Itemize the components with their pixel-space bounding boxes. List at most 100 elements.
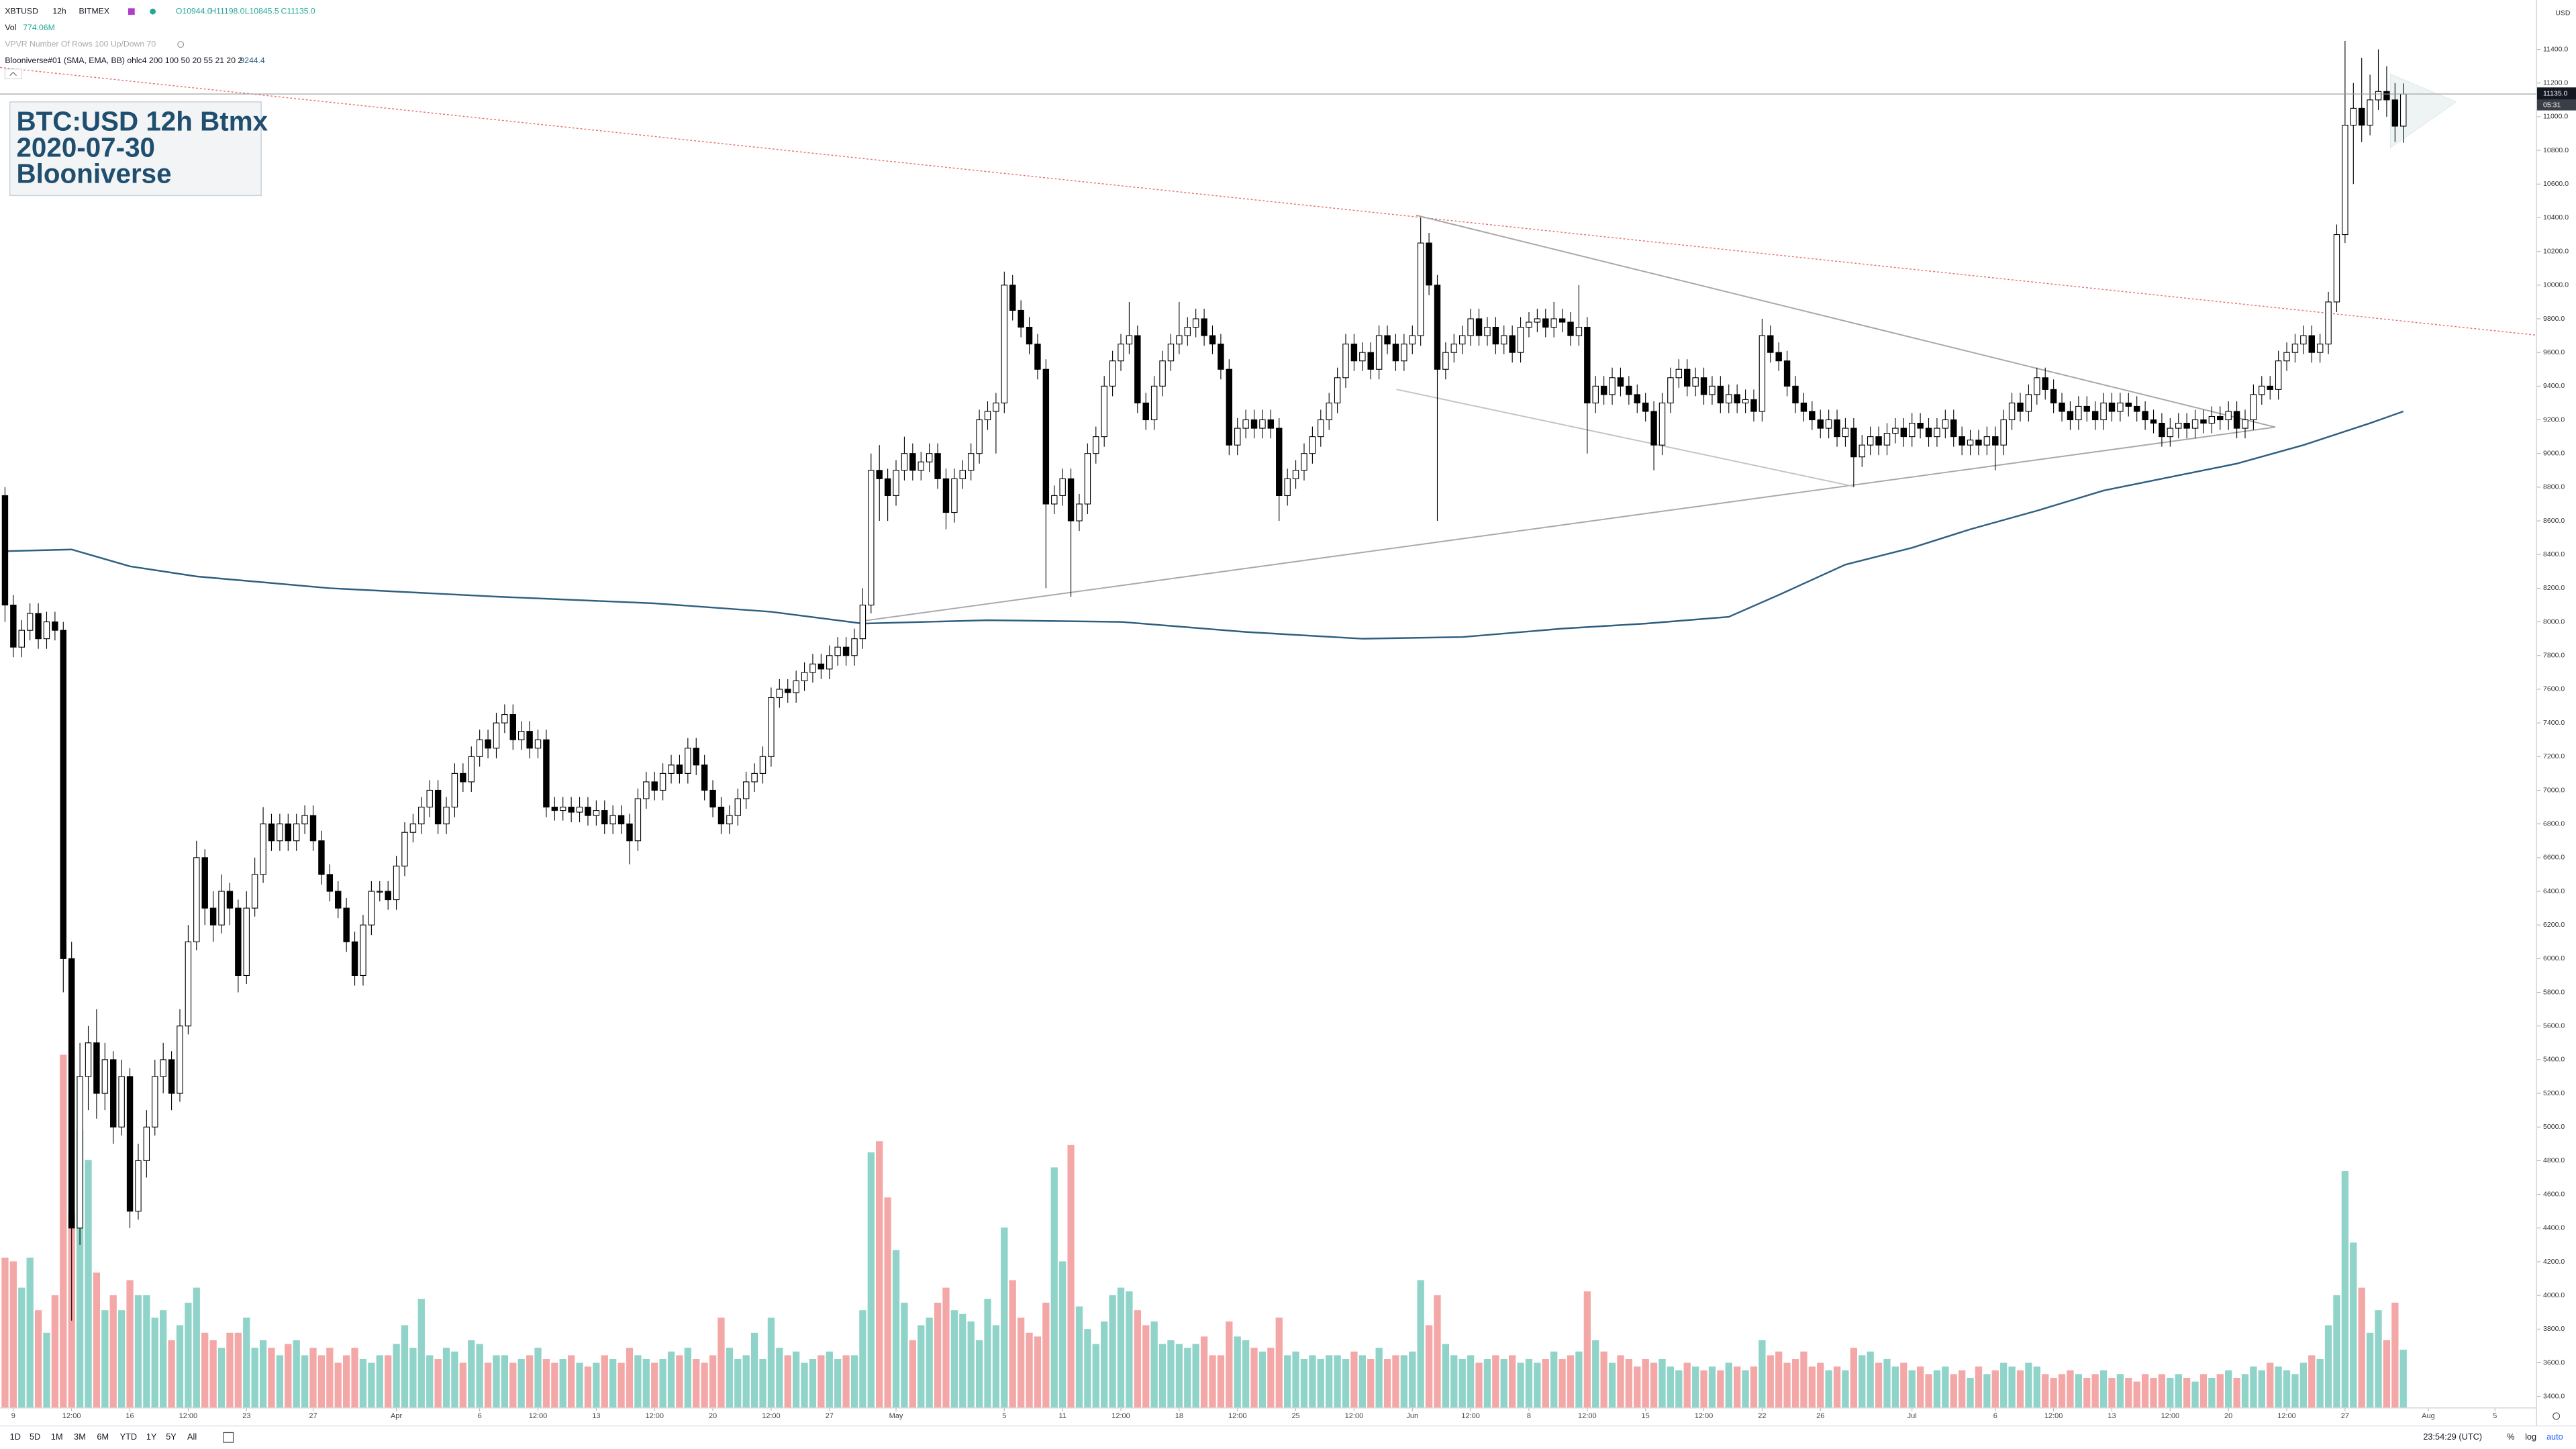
x-tick-label: Jul xyxy=(1908,1412,1917,1420)
volume-bar xyxy=(2383,1340,2391,1408)
candle-body xyxy=(517,731,525,740)
date-range-icon[interactable] xyxy=(223,1432,234,1443)
x-tick-label: 6 xyxy=(478,1412,482,1420)
volume-bar xyxy=(1367,1358,1375,1408)
volume-bar xyxy=(34,1310,42,1408)
volume-bar xyxy=(1891,1366,1899,1408)
volume-bar xyxy=(1217,1355,1225,1408)
range-button[interactable]: 3M xyxy=(74,1432,86,1442)
volume-bar xyxy=(2241,1374,2249,1408)
volume-bar xyxy=(1742,1370,1749,1408)
visibility-icon[interactable] xyxy=(177,41,185,48)
volume-bar xyxy=(767,1317,775,1408)
candle-body xyxy=(2400,93,2407,127)
volume-bar xyxy=(992,1325,1000,1408)
x-tick-label: 12:00 xyxy=(1345,1412,1364,1420)
volume-bar xyxy=(2091,1374,2099,1408)
volume-bar xyxy=(2341,1171,2349,1408)
y-tick-label: 3600.0 xyxy=(2543,1358,2565,1366)
candle-body xyxy=(2325,301,2332,345)
candle-body xyxy=(1917,422,1924,429)
candle-body xyxy=(309,815,317,842)
percent-toggle[interactable]: % xyxy=(2507,1432,2514,1442)
candle-body xyxy=(2000,419,2007,446)
candle-body xyxy=(1176,335,1183,345)
volume-bar xyxy=(1358,1355,1366,1408)
volume-bar xyxy=(393,1344,400,1408)
candle-body xyxy=(1409,335,1416,345)
volume-bar xyxy=(942,1287,950,1408)
candle-body xyxy=(2034,377,2040,395)
volume-bar xyxy=(551,1362,558,1408)
symbol[interactable]: XBTUSD xyxy=(5,6,38,15)
candle-body xyxy=(377,891,383,893)
volume-bar xyxy=(1708,1366,1716,1408)
candle-body xyxy=(501,714,508,723)
candle-body xyxy=(177,1026,183,1094)
candle-body xyxy=(118,1076,125,1128)
log-toggle[interactable]: log xyxy=(2525,1432,2536,1442)
candle-body xyxy=(901,453,908,471)
range-button[interactable]: 5Y xyxy=(166,1432,177,1442)
range-button[interactable]: 5D xyxy=(30,1432,40,1442)
candle-body xyxy=(1034,344,1041,370)
volume-bar xyxy=(1808,1366,1816,1408)
candle-body xyxy=(926,453,933,462)
range-button[interactable]: 1D xyxy=(10,1432,21,1442)
volume-bar xyxy=(193,1287,200,1408)
volume-bar xyxy=(959,1313,967,1408)
candle-body xyxy=(1442,352,1449,370)
candle-body xyxy=(1509,335,1516,353)
interval[interactable]: 12h xyxy=(52,6,66,15)
range-button[interactable]: 1Y xyxy=(146,1432,157,1442)
x-tick-label: 23 xyxy=(242,1412,250,1420)
x-tick-label: 11 xyxy=(1058,1412,1066,1420)
candle-body xyxy=(1301,453,1307,471)
volume-bar xyxy=(1242,1340,1250,1408)
candle-body xyxy=(243,907,250,977)
countdown-box xyxy=(2536,99,2576,111)
range-button[interactable]: 1M xyxy=(51,1432,63,1442)
candle-body xyxy=(1259,419,1266,429)
volume-bar xyxy=(1075,1306,1083,1408)
candle-body xyxy=(1501,335,1507,345)
candle-body xyxy=(335,891,342,909)
axes: 3400.0 3600.0 3800.0 4000.0 4200.0 4400.0 4600… xyxy=(0,45,2576,1420)
volume-bar xyxy=(2391,1302,2399,1408)
auto-toggle[interactable]: auto xyxy=(2546,1432,2563,1442)
candle-body xyxy=(318,840,325,875)
candle-body xyxy=(1650,411,1657,446)
candle-body xyxy=(485,739,491,749)
volume-bar xyxy=(1209,1355,1216,1408)
y-tick-label: 5000.0 xyxy=(2543,1123,2565,1131)
volume-bar xyxy=(1067,1144,1075,1408)
volume-bar xyxy=(809,1358,817,1408)
x-tick-label: 12:00 xyxy=(645,1412,664,1420)
candle-body xyxy=(2059,402,2065,412)
candle-body xyxy=(634,798,642,842)
volume-bar xyxy=(1767,1355,1774,1408)
y-tick-label: 3800.0 xyxy=(2543,1325,2565,1333)
candle-body xyxy=(1051,495,1058,505)
volume-bar xyxy=(1558,1358,1566,1408)
settings-icon[interactable] xyxy=(2553,1412,2561,1420)
collapse-button[interactable] xyxy=(4,68,22,80)
range-button[interactable]: YTD xyxy=(120,1432,137,1442)
candle-body xyxy=(1434,285,1441,370)
candle-body xyxy=(385,891,391,901)
volume-bar xyxy=(1017,1317,1025,1408)
range-button[interactable]: 6M xyxy=(97,1432,109,1442)
candle-body xyxy=(2150,419,2157,424)
candle-body xyxy=(1675,368,1683,379)
y-tick-label: 8800.0 xyxy=(2543,483,2565,491)
range-button[interactable]: All xyxy=(187,1432,197,1442)
candle-body xyxy=(1875,436,1882,446)
volume-bar xyxy=(1667,1366,1675,1408)
candle-body xyxy=(1159,360,1166,387)
candle-body xyxy=(534,739,542,749)
volume-bar xyxy=(1608,1362,1616,1408)
candle-body xyxy=(909,453,916,471)
candle-body xyxy=(1126,335,1133,345)
volume-bar xyxy=(176,1325,184,1408)
candle-body xyxy=(135,1160,142,1212)
